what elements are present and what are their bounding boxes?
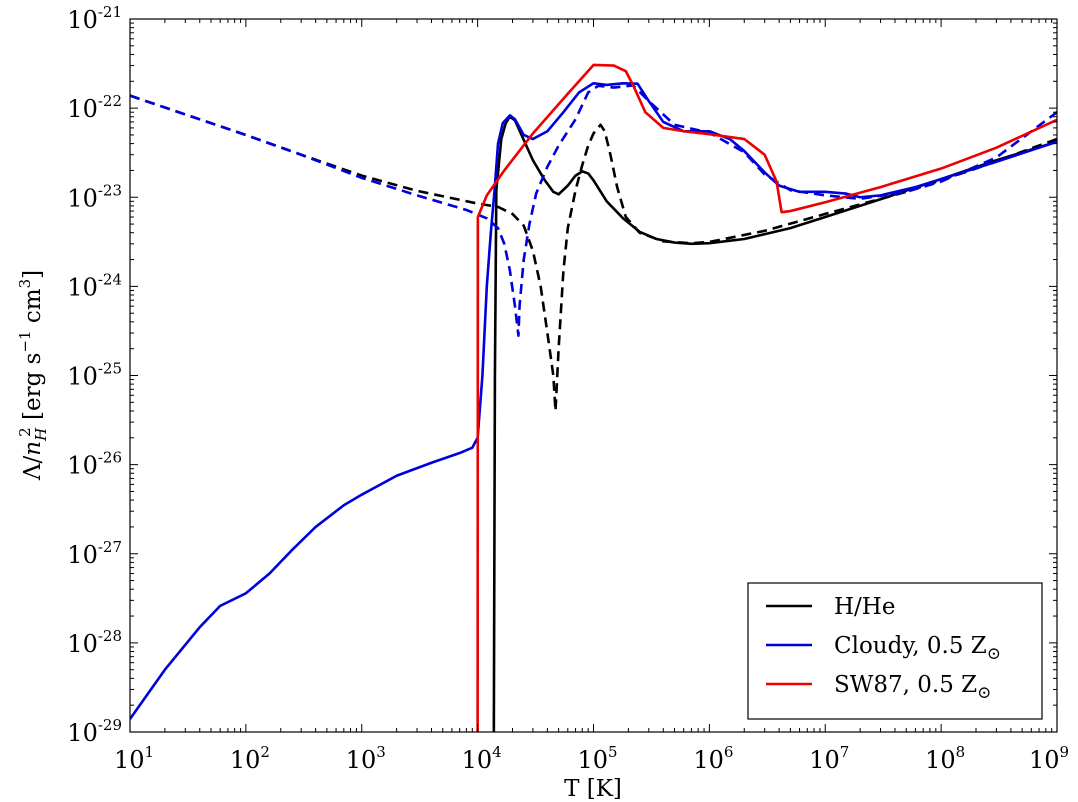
y-tick-label: 10-28: [67, 627, 122, 658]
legend-label: H/He: [834, 594, 895, 620]
tick-layer: [129, 18, 1058, 733]
x-tick-label: 108: [925, 743, 965, 774]
x-tick-label: 101: [114, 743, 154, 774]
x-tick-label: 105: [577, 743, 617, 774]
series-line-cloudy_dashed: [130, 84, 1057, 337]
y-tick-label: 10-27: [67, 538, 122, 569]
y-tick-label: 10-23: [67, 181, 122, 212]
y-tick-label: 10-22: [67, 92, 122, 123]
series-line-hhe_dashed: [130, 94, 1057, 413]
y-tick-label: 10-21: [67, 3, 122, 34]
y-tick-label: 10-26: [67, 449, 122, 480]
tick-label-layer: 101 102 103 104 105 106 107 108 109 10-29 10-28 10-…: [67, 3, 1069, 774]
series-layer: [130, 63, 1057, 732]
y-axis-label: Λ/nH2 [erg s−1 cm3]: [16, 270, 50, 481]
x-tick-label: 102: [230, 743, 270, 774]
x-tick-label: 106: [693, 743, 733, 774]
x-axis-label: T [K]: [564, 776, 622, 802]
x-tick-label: 109: [1029, 743, 1069, 774]
x-tick-label: 107: [809, 743, 849, 774]
x-tick-label: 104: [462, 743, 502, 774]
legend-label: SW87, 0.5 Z⊙: [834, 672, 991, 703]
legend-label: Cloudy, 0.5 Z⊙: [834, 633, 1001, 664]
y-tick-label: 10-24: [67, 270, 122, 301]
y-tick-label: 10-25: [67, 360, 122, 391]
legend: H/He Cloudy, 0.5 Z⊙ SW87, 0.5 Z⊙: [747, 582, 1043, 720]
y-tick-label: 10-29: [67, 716, 122, 747]
x-tick-label: 103: [346, 743, 386, 774]
series-line-sw87: [476, 63, 1057, 732]
